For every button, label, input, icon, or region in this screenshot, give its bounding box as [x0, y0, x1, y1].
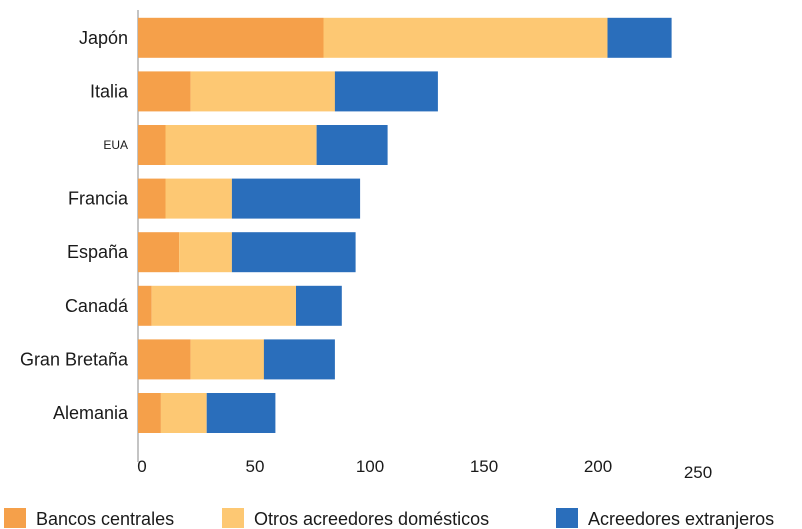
category-label-espana: España: [67, 242, 129, 262]
x-tick-label-250: 250: [684, 463, 712, 482]
bar-japon-bancos-centrales: [138, 17, 324, 58]
bar-canada-otros-acreedores-domesticos: [151, 285, 296, 326]
legend-label-otros-acreedores-domesticos: Otros acreedores domésticos: [254, 509, 489, 529]
bar-alemania-otros-acreedores-domesticos: [160, 393, 207, 433]
bar-alemania-bancos-centrales: [138, 393, 161, 433]
bar-francia-acreedores-extranjeros: [231, 178, 361, 219]
bar-japon-acreedores-extranjeros: [607, 17, 672, 58]
x-tick-label-200: 200: [584, 457, 612, 476]
bar-alemania-acreedores-extranjeros: [206, 393, 276, 433]
legend-swatch-bancos-centrales: [4, 508, 26, 528]
category-label-eua: EUA: [103, 138, 128, 152]
category-label-francia: Francia: [68, 189, 129, 209]
legend: Bancos centrales Otros acreedores domést…: [4, 508, 774, 529]
bar-eua-bancos-centrales: [138, 125, 166, 165]
legend-label-acreedores-extranjeros: Acreedores extranjeros: [588, 509, 774, 529]
category-label-italia: Italia: [90, 81, 129, 101]
bar-canada-bancos-centrales: [138, 285, 152, 326]
bar-italia-otros-acreedores-domesticos: [190, 71, 335, 112]
bar-japon-otros-acreedores-domesticos: [323, 17, 608, 58]
bars-group: [138, 17, 672, 433]
bar-francia-bancos-centrales: [138, 178, 166, 219]
bar-espana-otros-acreedores-domesticos: [179, 232, 232, 273]
legend-label-bancos-centrales: Bancos centrales: [36, 509, 174, 529]
legend-swatch-acreedores-extranjeros: [556, 508, 578, 528]
x-tick-label-150: 150: [470, 457, 498, 476]
bar-italia-bancos-centrales: [138, 71, 191, 112]
category-label-alemania: Alemania: [53, 403, 129, 423]
x-tick-label-100: 100: [356, 457, 384, 476]
bar-eua-acreedores-extranjeros: [316, 125, 388, 165]
x-tick-label-50: 50: [246, 457, 265, 476]
bar-espana-bancos-centrales: [138, 232, 180, 273]
bar-eua-otros-acreedores-domesticos: [165, 125, 317, 165]
bar-gran-bretana-acreedores-extranjeros: [263, 339, 335, 380]
category-label-canada: Canadá: [65, 296, 129, 316]
bar-italia-acreedores-extranjeros: [334, 71, 438, 112]
bar-gran-bretana-otros-acreedores-domesticos: [190, 339, 264, 380]
bar-gran-bretana-bancos-centrales: [138, 339, 191, 380]
bar-espana-acreedores-extranjeros: [231, 232, 356, 273]
bar-canada-acreedores-extranjeros: [296, 285, 342, 326]
legend-swatch-otros-acreedores-domesticos: [222, 508, 244, 528]
category-label-gran-bretana: Gran Bretaña: [20, 349, 129, 369]
x-axis-tick-labels: 0 50 100 150 200 250: [137, 457, 712, 482]
bar-francia-otros-acreedores-domesticos: [165, 178, 232, 219]
category-label-japon: Japón: [79, 28, 128, 48]
x-tick-label-0: 0: [137, 457, 146, 476]
category-labels: Japón Italia EUA Francia España Canadá G…: [20, 28, 129, 423]
